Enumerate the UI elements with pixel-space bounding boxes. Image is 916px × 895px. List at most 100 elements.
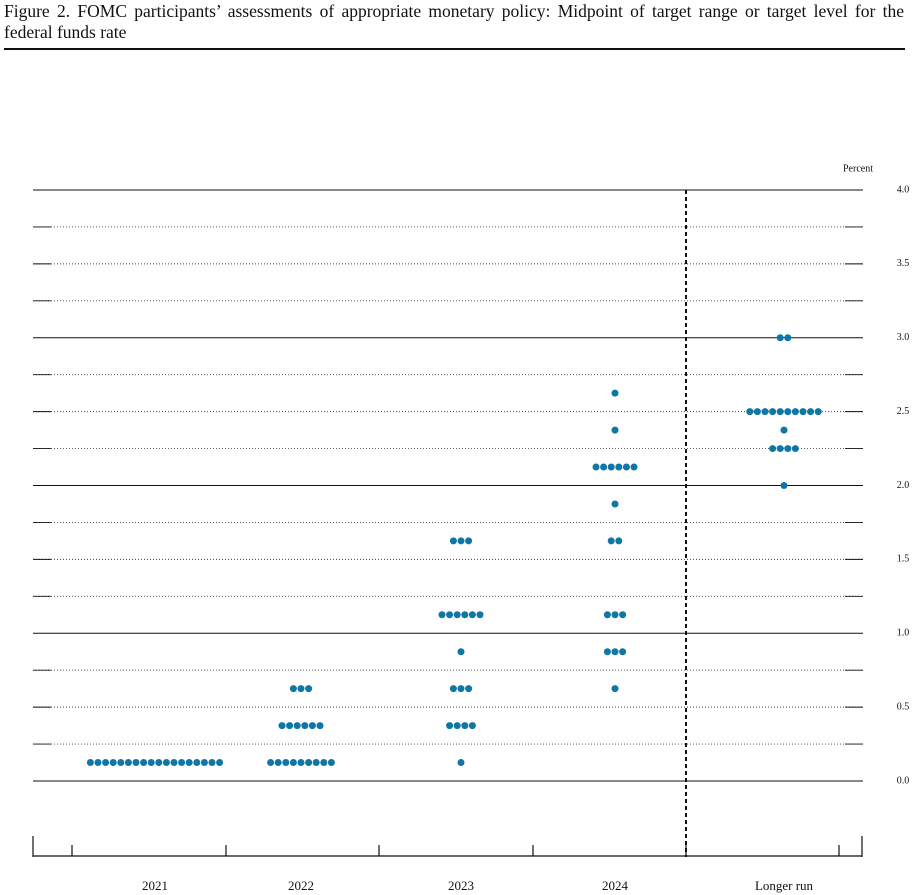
dot [278,722,286,730]
dot-group [438,611,484,619]
dot [446,611,454,619]
y-tick-label: 1.5 [897,554,910,565]
dot [784,445,792,453]
dot [461,722,469,730]
dot [780,482,788,489]
dot [320,759,328,767]
dot-group [603,611,627,619]
dot [746,408,754,416]
dot [611,685,619,693]
dot [465,537,473,545]
dot [132,759,140,767]
dot-group [611,500,619,508]
y-axis-label: Percent [843,163,873,174]
y-tick-label: 4.0 [897,184,910,195]
dot [611,389,619,397]
dot [102,759,110,767]
dot [208,759,216,767]
dot [611,426,619,434]
dot [170,759,178,767]
dot-group [86,759,224,767]
dot-group [611,389,619,397]
dot [449,537,457,545]
dot [791,408,799,416]
dot [305,759,313,767]
dot [297,685,305,693]
x-tick-label: 2022 [288,878,314,893]
dot [109,759,117,767]
dot [769,408,777,416]
dot [457,685,465,693]
dot-group [289,685,313,693]
dot-group [611,685,619,693]
dot [305,685,313,693]
dot-group [457,759,465,767]
dot [611,611,619,619]
y-tick-label: 0.5 [897,701,910,712]
dot [468,611,476,619]
dot [457,648,465,656]
dot-group [449,685,473,693]
dot [178,759,186,767]
dot-group [780,426,788,434]
dot [162,759,170,767]
dot [147,759,155,767]
dot [94,759,102,767]
y-tick-label: 0.0 [897,775,910,786]
dot [622,463,630,471]
dot [289,759,297,767]
dot [140,759,148,767]
dot [453,611,461,619]
dot [117,759,125,767]
dot [799,408,807,416]
dot [124,759,132,767]
dot-group [603,648,627,656]
dot [282,759,290,767]
dot [791,445,799,453]
dot [615,463,623,471]
dot [289,685,297,693]
dot [600,463,608,471]
dot-group [746,408,822,416]
y-tick-label: 3.0 [897,332,910,343]
dot [312,759,320,767]
y-tick-label: 2.5 [897,406,910,417]
dot [776,445,784,453]
dot [446,722,454,730]
dot [607,537,615,545]
dot [465,685,473,693]
x-tick-label: 2023 [448,878,474,893]
dot [438,611,446,619]
dot [807,408,815,416]
dot [155,759,163,767]
dot [286,722,294,730]
dot [619,648,627,656]
dot-group [267,759,335,767]
dot [327,759,335,767]
dot-group [769,445,799,453]
dot [603,648,611,656]
dot [753,408,761,416]
dot [611,500,619,508]
x-tick-label: 2021 [142,878,168,893]
dot [619,611,627,619]
dot [615,537,623,545]
dot [297,759,305,767]
dot [316,722,324,730]
dot [274,759,282,767]
dot [776,334,784,342]
dot-group [776,334,792,342]
dot [776,408,784,416]
dot [603,611,611,619]
dot-group [607,537,623,545]
dot-group [611,426,619,434]
dot [476,611,484,619]
x-tick-label: 2024 [602,878,629,893]
dot [814,408,822,416]
dot [761,408,769,416]
dot [200,759,208,767]
dot [784,408,792,416]
dot [592,463,600,471]
